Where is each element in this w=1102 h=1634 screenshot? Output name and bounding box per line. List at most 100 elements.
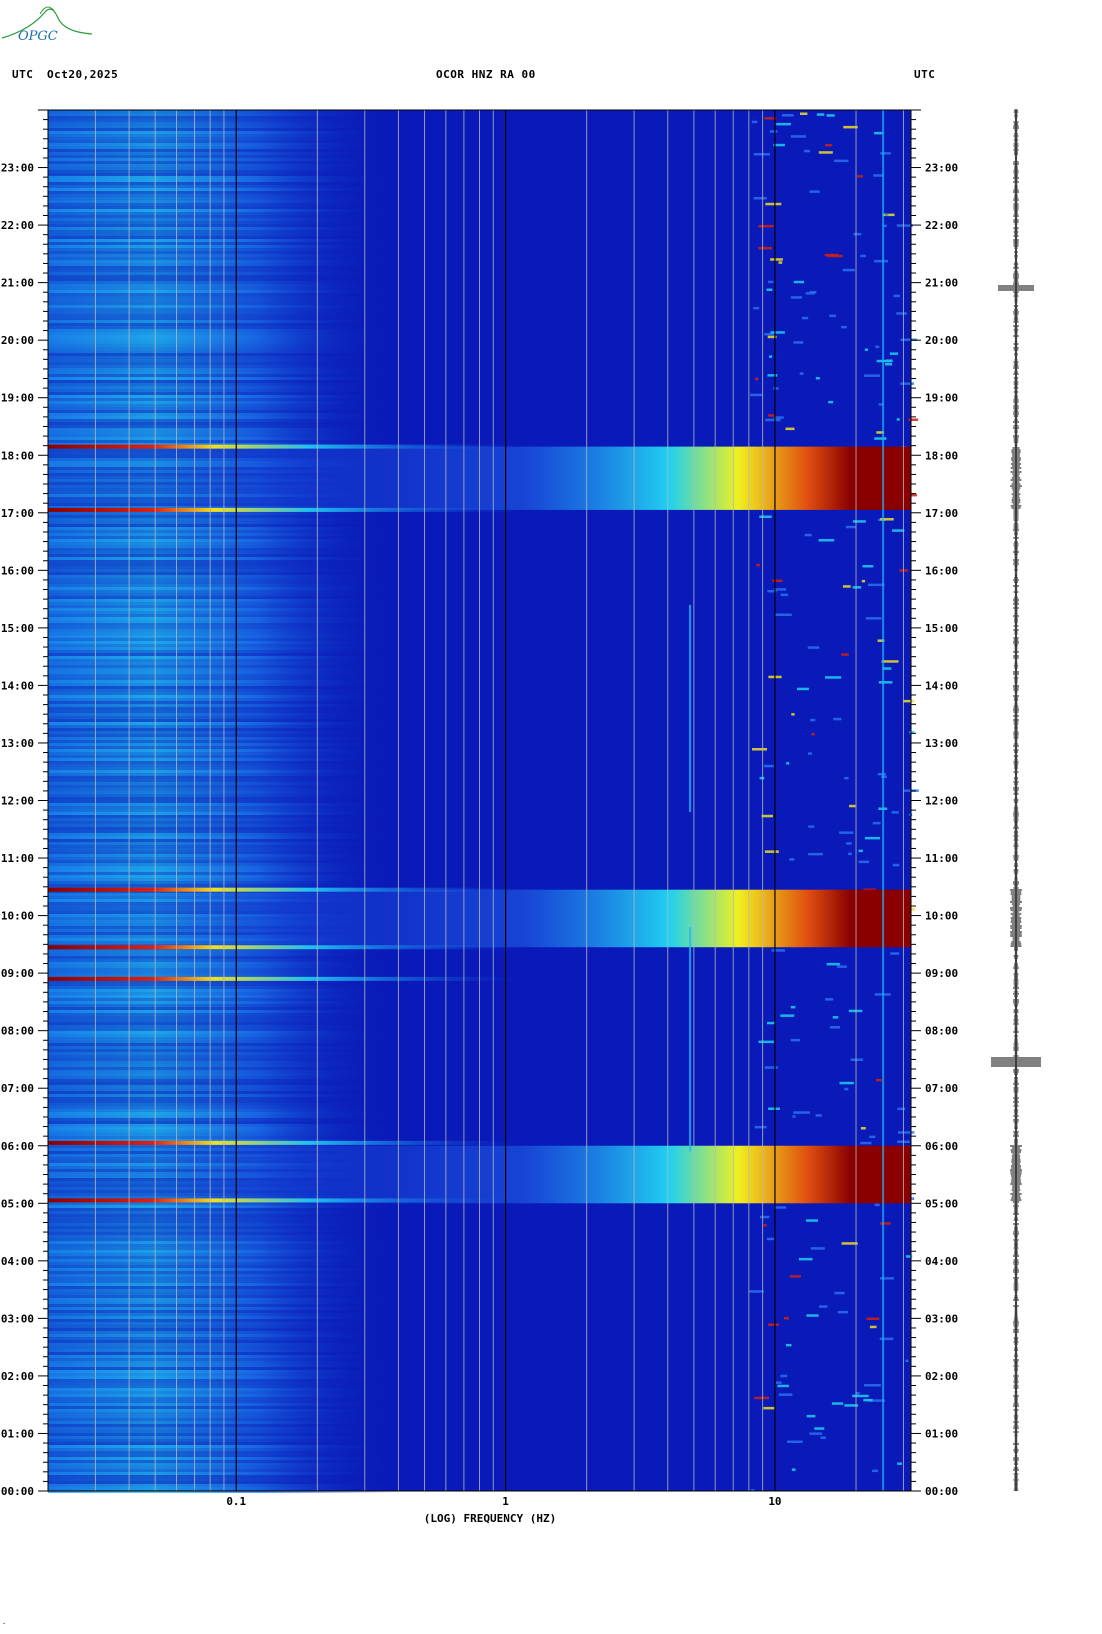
lowfreq-noise-band [48,389,399,392]
lowfreq-noise-band [48,134,399,137]
lowfreq-noise-band [48,1346,399,1349]
y-tick-label-left: 17:00 [1,507,34,520]
tremor-speckle [852,520,866,523]
lowfreq-noise-band [48,164,399,167]
tremor-speckle [773,588,787,591]
lowfreq-noise-band [48,1139,399,1142]
tremor-speckle [780,593,789,597]
tremor-speckle [793,1111,810,1114]
tremor-speckle [862,565,874,568]
lowfreq-noise-band [48,662,399,665]
onset-line [48,976,523,981]
lowfreq-noise-band [48,821,399,824]
lowfreq-noise-band [48,221,399,224]
tremor-speckle [808,852,823,856]
lowfreq-noise-band [48,407,399,410]
tremor-speckle [753,306,760,310]
lowfreq-noise-band [48,620,399,623]
lowfreq-noise-band [48,293,399,296]
lowfreq-noise-band [48,722,399,725]
tremor-speckle [833,717,842,721]
y-tick-label-right: 06:00 [925,1140,958,1153]
lowfreq-noise-band [48,578,399,581]
lowfreq-noise-band [48,1448,399,1451]
lowfreq-noise-band [48,1223,399,1226]
lowfreq-noise-band [48,752,399,755]
lowfreq-noise-band [48,1481,399,1484]
tremor-speckle [877,639,885,642]
lowfreq-noise-band [48,572,399,575]
tremor-speckle [753,153,770,156]
lowfreq-noise-band [48,1268,399,1271]
lowfreq-noise-band [48,1352,399,1355]
lowfreq-noise-band [48,1202,399,1205]
tremor-speckle [843,125,858,129]
tremor-speckle [785,427,795,431]
lowfreq-noise-band [48,386,399,389]
tremor-speckle [777,1384,789,1388]
lowfreq-noise-band [48,836,399,839]
tremor-speckle [853,232,862,236]
lowfreq-noise-band [48,842,399,845]
y-tick-label-left: 08:00 [1,1025,34,1038]
lowfreq-noise-band [48,413,399,416]
tremor-speckle [810,718,816,722]
tremor-speckle [834,159,849,163]
y-tick-label-left: 01:00 [1,1427,34,1440]
tremor-speckle [778,1393,793,1396]
tremor-speckle [806,1219,818,1222]
lowfreq-noise-band [48,335,399,338]
lowfreq-noise-band [48,1067,399,1070]
tremor-speckle [773,387,779,390]
y-tick-label-left: 18:00 [1,449,34,462]
lowfreq-noise-band [48,629,399,632]
tremor-speckle [786,1343,792,1347]
tremor-speckle [791,1468,796,1471]
lowfreq-noise-band [48,650,399,653]
lowfreq-noise-band [48,677,399,680]
lowfreq-noise-band [48,299,399,302]
lowfreq-noise-band [48,647,399,650]
lowfreq-noise-band [48,1484,399,1487]
lowfreq-noise-band [48,998,399,1001]
corner-mark: · [2,1620,7,1628]
tremor-speckle [798,1257,813,1261]
lowfreq-noise-band [48,1409,399,1412]
tremor-speckle [882,213,895,217]
lowfreq-noise-band [48,170,399,173]
lowfreq-noise-band [48,200,399,203]
lowfreq-noise-band [48,1436,399,1439]
lowfreq-noise-band [48,1241,399,1244]
lowfreq-noise-band [48,1298,399,1301]
lowfreq-noise-band [48,341,399,344]
tremor-speckle [878,681,893,684]
y-tick-label-left: 00:00 [1,1485,34,1498]
lowfreq-noise-band [48,191,399,194]
tremor-speckle [772,579,783,582]
spectral-line [882,110,885,1491]
lowfreq-noise-band [48,278,399,281]
lowfreq-noise-band [48,1079,399,1082]
tremor-speckle [908,418,919,421]
onset-line [48,444,523,449]
lowfreq-noise-band [48,1472,399,1475]
tremor-speckle [816,113,825,116]
lowfreq-noise-band [48,992,399,995]
y-tick-label-right: 08:00 [925,1025,958,1038]
lowfreq-noise-band [48,1253,399,1256]
lowfreq-noise-band [48,749,399,752]
y-tick-label-right: 23:00 [925,162,958,175]
y-tick-label-right: 09:00 [925,967,958,980]
tremor-speckle [896,224,913,227]
lowfreq-noise-band [48,833,399,836]
lowfreq-noise-band [48,731,399,734]
tremor-speckle [885,363,893,366]
lowfreq-noise-band [48,797,399,800]
tremor-speckle [766,1237,774,1241]
tremor-speckle [780,1014,795,1017]
tremor-speckle [900,382,914,385]
lowfreq-noise-band [48,1259,399,1262]
lowfreq-noise-band [48,266,399,269]
lowfreq-noise-band [48,725,399,728]
lowfreq-noise-band [48,1322,399,1325]
